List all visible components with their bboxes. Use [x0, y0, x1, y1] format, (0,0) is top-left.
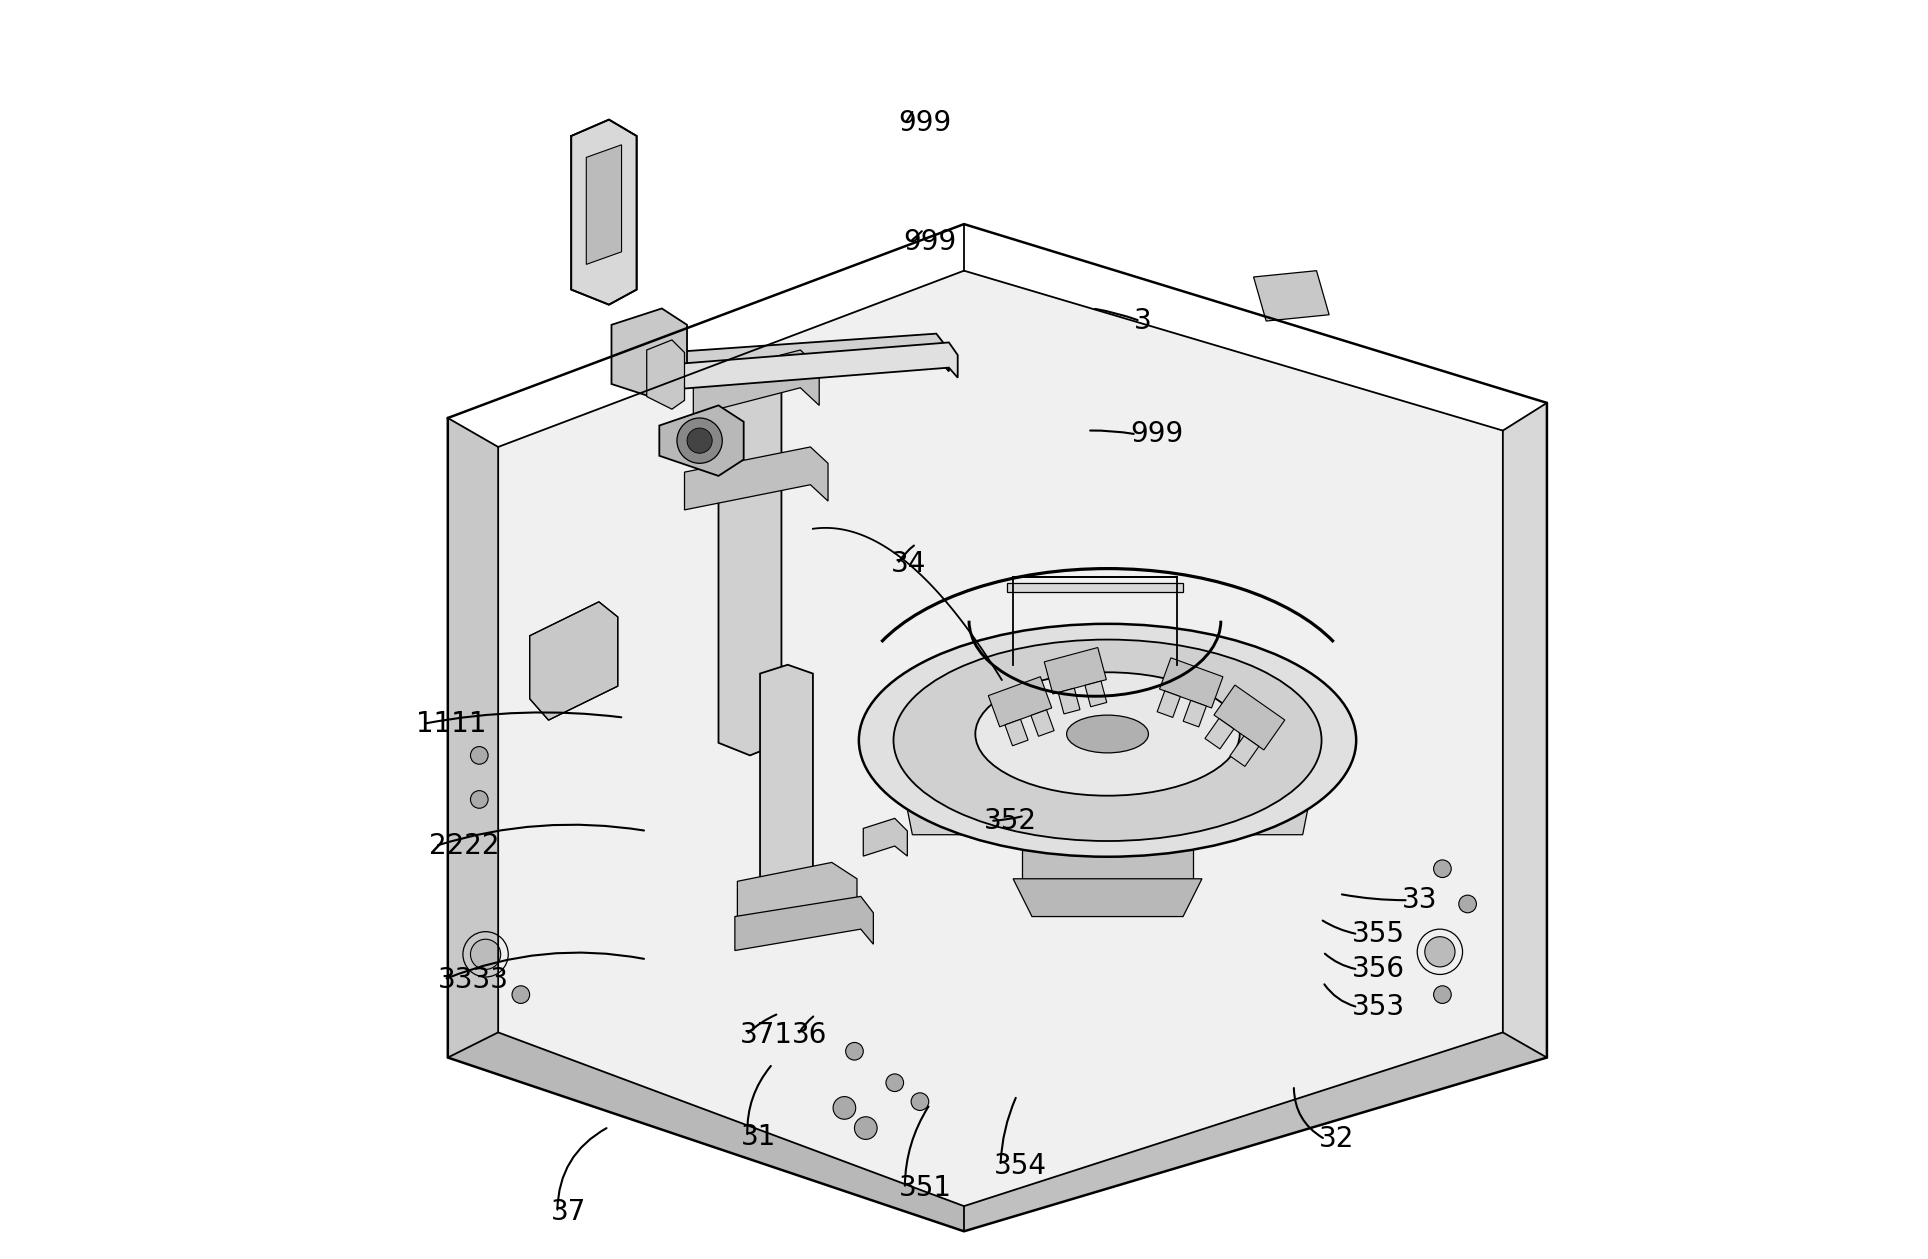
Text: 1111: 1111 [416, 710, 488, 738]
Polygon shape [1058, 689, 1080, 714]
Polygon shape [1157, 691, 1180, 718]
Polygon shape [1031, 710, 1055, 737]
Circle shape [470, 939, 501, 969]
Polygon shape [1045, 647, 1107, 694]
Circle shape [1425, 937, 1456, 967]
Polygon shape [1184, 700, 1207, 726]
Polygon shape [684, 447, 827, 510]
Text: 371: 371 [740, 1021, 792, 1049]
Polygon shape [1205, 719, 1234, 749]
Circle shape [912, 1093, 929, 1110]
Polygon shape [1012, 879, 1201, 917]
Text: 37: 37 [551, 1199, 586, 1226]
Polygon shape [1085, 681, 1107, 706]
Circle shape [513, 986, 530, 1003]
Ellipse shape [858, 623, 1355, 856]
Text: 2222: 2222 [428, 832, 499, 860]
Polygon shape [1022, 822, 1193, 879]
Text: 999: 999 [904, 228, 956, 256]
Polygon shape [694, 350, 819, 415]
Polygon shape [1253, 271, 1328, 321]
Polygon shape [989, 676, 1053, 726]
Circle shape [887, 1074, 904, 1092]
Circle shape [470, 791, 488, 808]
Polygon shape [659, 405, 744, 476]
Circle shape [686, 428, 711, 453]
Ellipse shape [893, 640, 1321, 841]
Text: 3: 3 [1134, 307, 1151, 335]
Polygon shape [1230, 737, 1259, 767]
Polygon shape [893, 740, 1321, 835]
Polygon shape [646, 340, 684, 409]
Polygon shape [497, 271, 1502, 1206]
Polygon shape [571, 120, 636, 305]
Polygon shape [630, 334, 949, 375]
Text: 33: 33 [1402, 886, 1438, 914]
Polygon shape [736, 862, 856, 922]
Ellipse shape [976, 672, 1240, 796]
Ellipse shape [1066, 715, 1149, 753]
Text: 36: 36 [792, 1021, 827, 1049]
Text: 32: 32 [1319, 1126, 1353, 1153]
Polygon shape [611, 308, 686, 400]
Text: 354: 354 [995, 1152, 1047, 1180]
Text: 31: 31 [740, 1123, 777, 1151]
Text: 999: 999 [898, 110, 952, 137]
Circle shape [1434, 986, 1452, 1003]
Circle shape [854, 1117, 877, 1139]
Polygon shape [719, 359, 781, 755]
Text: 351: 351 [898, 1175, 952, 1202]
Polygon shape [864, 818, 908, 856]
Text: 352: 352 [983, 807, 1037, 835]
Circle shape [1459, 895, 1477, 913]
Polygon shape [1502, 403, 1546, 1058]
Polygon shape [586, 145, 621, 264]
Polygon shape [1006, 583, 1184, 592]
Text: 356: 356 [1352, 956, 1406, 983]
Polygon shape [447, 418, 497, 1058]
Polygon shape [447, 1032, 964, 1231]
Circle shape [470, 747, 488, 764]
Text: 3333: 3333 [438, 966, 509, 993]
Text: 353: 353 [1352, 993, 1406, 1021]
Polygon shape [1215, 685, 1284, 750]
Polygon shape [661, 342, 958, 390]
Polygon shape [1004, 719, 1028, 745]
Text: 355: 355 [1352, 920, 1406, 948]
Circle shape [833, 1097, 856, 1119]
Circle shape [846, 1042, 864, 1060]
Polygon shape [735, 896, 873, 951]
Polygon shape [1159, 657, 1222, 708]
Circle shape [1434, 860, 1452, 878]
Polygon shape [530, 602, 617, 720]
Polygon shape [964, 1032, 1546, 1231]
Text: 34: 34 [891, 550, 925, 578]
Polygon shape [447, 1032, 964, 1231]
Polygon shape [760, 665, 814, 906]
Circle shape [677, 418, 723, 463]
Text: 999: 999 [1130, 421, 1184, 448]
